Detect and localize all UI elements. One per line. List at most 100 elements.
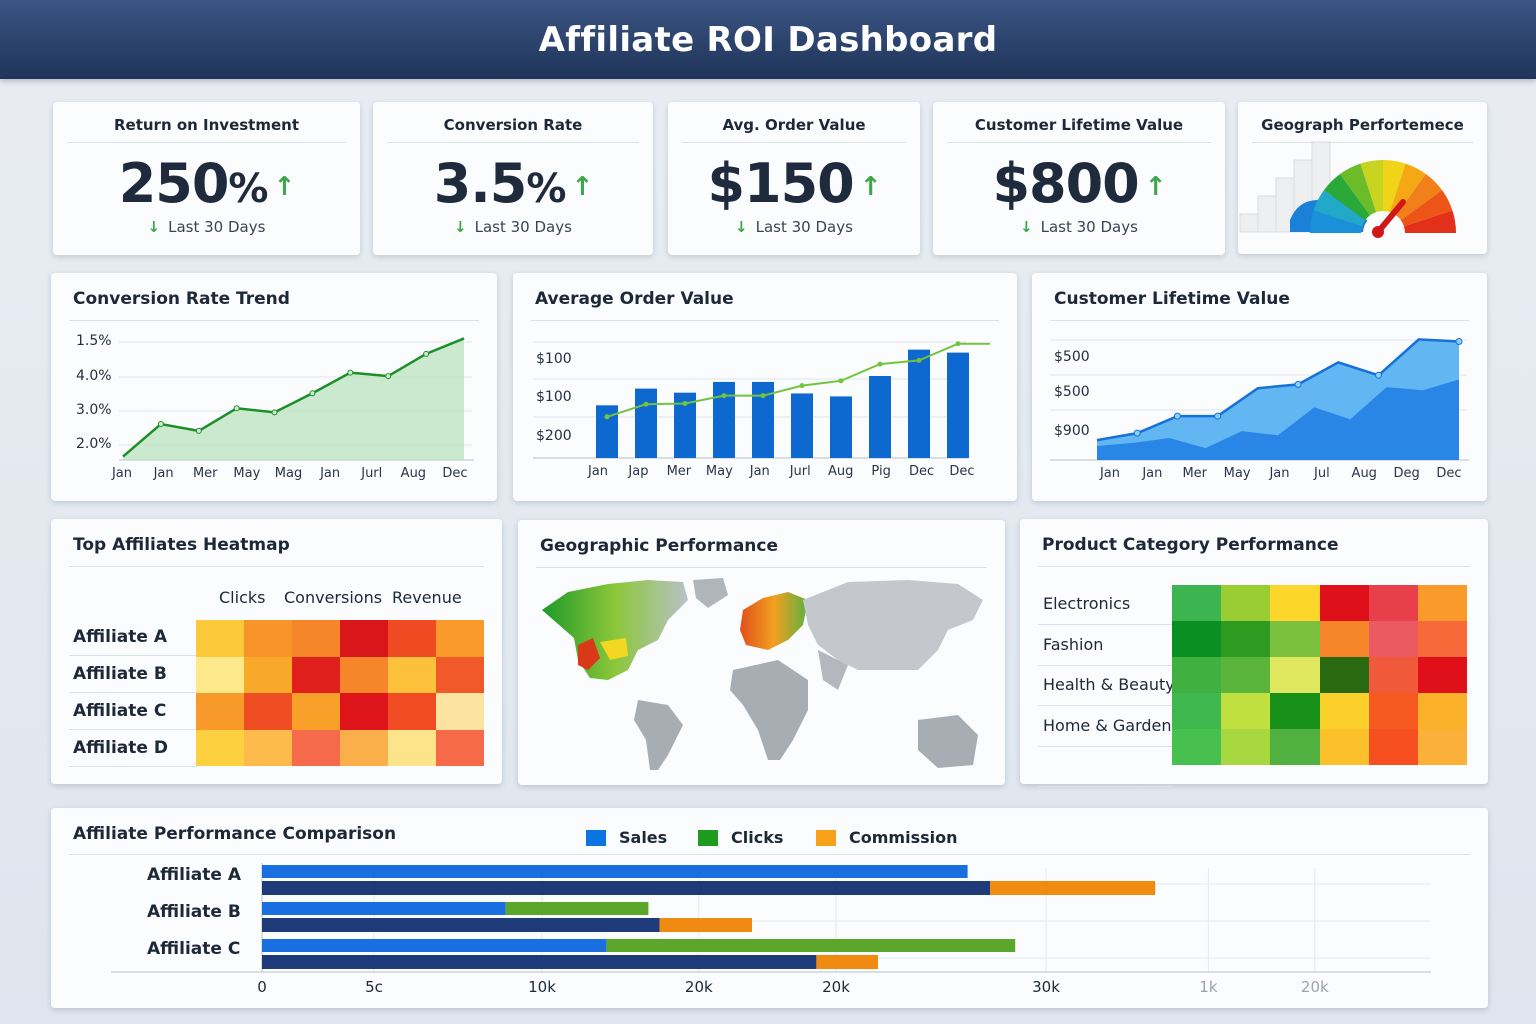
- area-fill: [123, 338, 464, 460]
- heatmap-cell[interactable]: [1172, 657, 1222, 693]
- heatmap-cell[interactable]: [1172, 693, 1222, 729]
- heatmap-cell[interactable]: [1270, 585, 1320, 621]
- heatmap-cell[interactable]: [1368, 693, 1418, 729]
- y-tick-label: $200: [536, 428, 572, 444]
- heatmap-cell[interactable]: [388, 729, 436, 766]
- legend-item[interactable]: Sales: [586, 828, 667, 847]
- data-point: [423, 350, 430, 357]
- heatmap-cell[interactable]: [292, 620, 340, 657]
- heatmap-cell[interactable]: [1368, 621, 1418, 657]
- heatmap-cell[interactable]: [436, 656, 484, 693]
- heatmap-cell[interactable]: [388, 620, 436, 657]
- heatmap-cell[interactable]: [1368, 657, 1418, 693]
- x-tick-label: 30k: [1032, 978, 1060, 996]
- heatmap-cell[interactable]: [1221, 585, 1271, 621]
- heatmap-cell[interactable]: [1319, 585, 1369, 621]
- x-tick-label: 5c: [365, 978, 383, 996]
- heatmap-cell[interactable]: [1368, 729, 1418, 765]
- heatmap-cell[interactable]: [196, 656, 244, 693]
- bar: [635, 388, 657, 458]
- x-tick-label: 10k: [528, 978, 556, 996]
- data-point: [721, 393, 727, 399]
- heatmap-cell[interactable]: [1221, 693, 1271, 729]
- heatmap-cell[interactable]: [1319, 657, 1369, 693]
- heatmap-cell[interactable]: [292, 693, 340, 730]
- heatmap-cell[interactable]: [388, 656, 436, 693]
- kpi-period: ↓ Last 30 Days: [933, 218, 1225, 236]
- heatmap-cell[interactable]: [244, 693, 292, 730]
- heatmap-cell[interactable]: [1418, 729, 1468, 765]
- kpi-card: Conversion Rate 3.5% ↑ ↓ Last 30 Days: [373, 102, 653, 255]
- gauge-segment: [1360, 160, 1383, 213]
- heatmap-cell[interactable]: [1172, 621, 1222, 657]
- bar: [830, 396, 852, 458]
- x-tick-label: May: [233, 466, 261, 481]
- bar: [596, 405, 618, 458]
- data-point: [1455, 337, 1463, 345]
- row-label: Affiliate C: [73, 701, 167, 721]
- bar: [791, 393, 813, 458]
- heatmap-cell[interactable]: [436, 729, 484, 766]
- heatmap-cell[interactable]: [196, 693, 244, 730]
- heatmap-cell[interactable]: [1319, 621, 1369, 657]
- data-point: [682, 400, 688, 406]
- heatmap-cell[interactable]: [1368, 585, 1418, 621]
- heatmap-cell[interactable]: [1221, 657, 1271, 693]
- heatmap-cell[interactable]: [244, 656, 292, 693]
- x-tick-label: May: [1223, 466, 1251, 481]
- world-map[interactable]: [518, 520, 1005, 785]
- legend-item[interactable]: Commission: [816, 828, 957, 847]
- heatmap-cell[interactable]: [292, 729, 340, 766]
- heatmap-cell[interactable]: [196, 729, 244, 766]
- heatmap-cell[interactable]: [1418, 621, 1468, 657]
- divider: [1038, 566, 1470, 567]
- heatmap-cell[interactable]: [1418, 585, 1468, 621]
- heatmap-cell[interactable]: [1270, 693, 1320, 729]
- heatmap-cell[interactable]: [1270, 657, 1320, 693]
- heatmap-cell[interactable]: [1172, 585, 1222, 621]
- arrow-up-icon: ↑: [859, 172, 882, 203]
- heatmap-cell[interactable]: [244, 729, 292, 766]
- gauge-segment: [1310, 210, 1363, 233]
- gauge-segment: [1395, 173, 1443, 221]
- top-affiliates-heatmap-card: Top Affiliates Heatmap Clicks Conversions R…: [51, 519, 502, 784]
- heatmap-cell[interactable]: [436, 620, 484, 657]
- heatmap-cell[interactable]: [1319, 729, 1369, 765]
- area-series: [1097, 379, 1459, 460]
- heatmap-cell[interactable]: [196, 620, 244, 657]
- x-tick-label: May: [705, 464, 733, 479]
- x-tick-label: Jap: [628, 464, 649, 479]
- legend-label: Commission: [849, 828, 958, 847]
- x-tick-label: Aug: [1351, 466, 1377, 481]
- heatmap-cell[interactable]: [1319, 693, 1369, 729]
- y-tick-label: $100: [536, 351, 572, 367]
- legend-swatch: [586, 829, 606, 846]
- greenland: [693, 578, 728, 608]
- heatmap-cell[interactable]: [388, 693, 436, 730]
- heatmap-cell[interactable]: [244, 620, 292, 657]
- heatmap-cell[interactable]: [1172, 729, 1222, 765]
- column-header: Revenue: [392, 588, 462, 607]
- heatmap-cell[interactable]: [1418, 657, 1468, 693]
- heatmap-cell[interactable]: [436, 693, 484, 730]
- heatmap-cell[interactable]: [1270, 621, 1320, 657]
- heatmap-cell[interactable]: [340, 656, 388, 693]
- kpi-card: Customer Lifetime Value $800 ↑ ↓ Last 30 Day…: [933, 102, 1225, 255]
- legend-swatch: [698, 829, 718, 846]
- gauge-segment: [1389, 163, 1426, 216]
- x-tick-label: Jurl: [361, 466, 383, 481]
- row-label: Affiliate B: [73, 664, 167, 684]
- heatmap-cell[interactable]: [292, 656, 340, 693]
- kpi-period-label: Last 30 Days: [1040, 218, 1138, 236]
- x-tick-label: Deg: [1393, 466, 1420, 481]
- heatmap-cell[interactable]: [1270, 729, 1320, 765]
- heatmap-cell[interactable]: [340, 620, 388, 657]
- card-title: Customer Lifetime Value: [1054, 289, 1290, 309]
- heatmap-cell[interactable]: [340, 693, 388, 730]
- legend-item[interactable]: Clicks: [698, 828, 783, 847]
- heatmap-cell[interactable]: [340, 729, 388, 766]
- heatmap-cell[interactable]: [1221, 729, 1271, 765]
- heatmap-cell[interactable]: [1221, 621, 1271, 657]
- heatmap-cell[interactable]: [1418, 693, 1468, 729]
- bar-base: [262, 918, 660, 932]
